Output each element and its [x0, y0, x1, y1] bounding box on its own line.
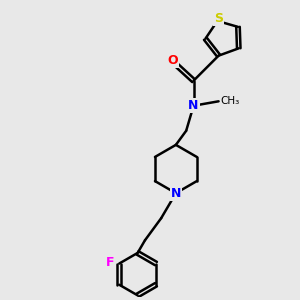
Text: N: N	[188, 99, 199, 112]
Text: O: O	[168, 54, 178, 67]
Text: CH₃: CH₃	[220, 96, 239, 106]
Text: F: F	[106, 256, 115, 268]
Text: S: S	[214, 11, 223, 25]
Text: N: N	[171, 187, 181, 200]
